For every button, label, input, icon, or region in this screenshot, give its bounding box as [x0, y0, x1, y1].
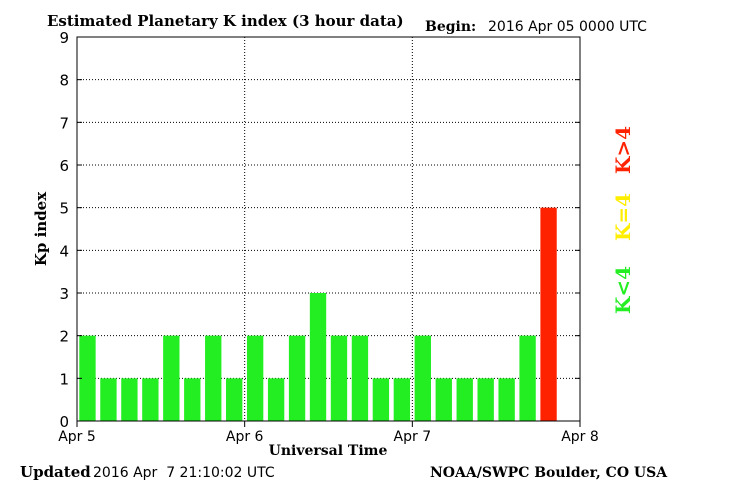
y-tick-label: 0	[59, 413, 69, 431]
y-axis-ticks: 0 1 2 3 4 5 6 7 8 9	[59, 29, 580, 431]
kp-bar	[121, 378, 138, 421]
y-axis-label: Kp index	[32, 191, 50, 266]
kp-bar	[330, 335, 348, 421]
kp-bar	[163, 335, 180, 421]
x-tick-label: Apr 6	[226, 429, 264, 445]
x-tick-label: Apr 7	[394, 429, 432, 445]
kp-bar	[435, 378, 452, 421]
kp-bar	[540, 207, 557, 421]
y-tick-label: 9	[59, 29, 69, 47]
kp-bar	[498, 378, 515, 421]
kp-bar	[414, 335, 431, 421]
kp-bar	[288, 335, 306, 421]
kp-bar	[267, 378, 285, 421]
kp-bar	[79, 335, 96, 421]
legend-item: K=4	[611, 193, 635, 241]
legend-item: K>4	[611, 126, 635, 174]
kp-bar	[142, 378, 159, 421]
begin-label: Begin:	[425, 19, 476, 35]
kp-bar	[477, 378, 494, 421]
y-tick-label: 5	[59, 200, 69, 218]
kp-bar	[184, 378, 201, 421]
y-tick-label: 8	[59, 72, 69, 90]
kp-bar	[372, 378, 390, 421]
credit-text: NOAA/SWPC Boulder, CO USA	[430, 465, 668, 481]
y-tick-label: 2	[59, 328, 69, 346]
x-tick-label: Apr 8	[561, 429, 599, 445]
y-tick-label: 7	[59, 114, 69, 132]
kp-bar	[393, 378, 411, 421]
legend-item: K<4	[611, 266, 635, 314]
kp-bar	[519, 335, 536, 421]
kp-bar	[246, 335, 264, 421]
chart-title: Estimated Planetary K index (3 hour data…	[47, 12, 404, 30]
updated-label: Updated	[20, 463, 91, 481]
plot-frame	[76, 36, 581, 422]
y-tick-label: 1	[59, 370, 69, 388]
gridlines	[77, 37, 580, 421]
y-tick-label: 3	[59, 285, 69, 303]
x-tick-label: Apr 5	[58, 429, 96, 445]
kp-bar	[456, 378, 473, 421]
kp-bar	[205, 335, 222, 421]
kp-bar	[226, 378, 243, 421]
updated-value: 2016 Apr 7 21:10:02 UTC	[93, 465, 275, 481]
x-axis-ticks: Apr 5 Apr 6 Apr 7 Apr 8	[58, 421, 599, 445]
y-tick-label: 6	[59, 157, 69, 175]
y-tick-label: 4	[59, 242, 69, 260]
kp-bar	[309, 293, 327, 421]
x-axis-label: Universal Time	[269, 443, 388, 459]
kp-bar	[351, 335, 369, 421]
bars	[79, 207, 557, 421]
kp-bar	[100, 378, 117, 421]
legend: K<4 K=4 K>4	[611, 126, 635, 314]
begin-value: 2016 Apr 05 0000 UTC	[488, 19, 647, 35]
